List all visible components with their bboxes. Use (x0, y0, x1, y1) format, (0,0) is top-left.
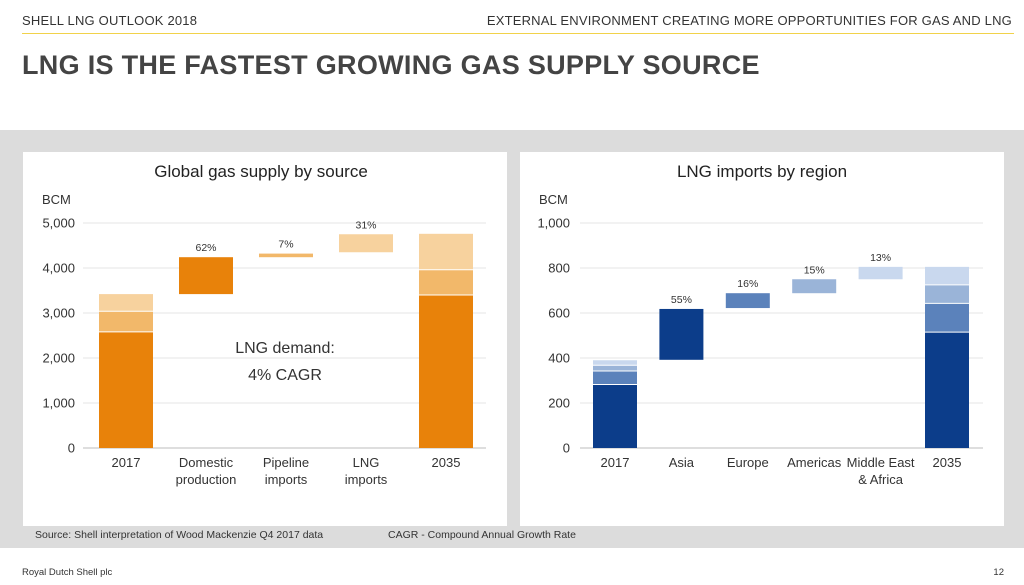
bar-segment-2017-1 (99, 311, 153, 332)
y-tick-label: 1,000 (42, 396, 75, 411)
bar-segment-2035-1 (925, 303, 969, 333)
data-label-lng-imports: 31% (355, 219, 376, 231)
section-name: EXTERNAL ENVIRONMENT CREATING MORE OPPOR… (486, 13, 1012, 28)
x-tick-label: 2017 (112, 455, 141, 470)
lng-imports-panel: LNG imports by region BCM 0 200 400 600 800 1,0… (520, 152, 1004, 526)
x-tick-label: Domestic (179, 455, 234, 470)
y-tick-label: 4,000 (42, 261, 75, 276)
bar-middle-east-africa (858, 266, 903, 280)
data-label-middle-east-africa: 13% (870, 252, 891, 264)
page-number: 12 (993, 567, 1004, 578)
bar-segment-2017-0 (99, 331, 153, 448)
y-tick-label: 400 (548, 351, 570, 366)
bar-segment-2017-2 (99, 294, 153, 312)
y-tick-label: 600 (548, 306, 570, 321)
x-tick-label: production (176, 472, 237, 487)
y-tick-label: 5,000 (42, 216, 75, 231)
y-tick-label: 1,000 (537, 216, 570, 231)
bar-pipeline-imports (259, 253, 313, 258)
x-tick-label: 2017 (601, 455, 630, 470)
page-title: LNG IS THE FASTEST GROWING GAS SUPPLY SO… (22, 50, 760, 80)
source-note: Source: Shell interpretation of Wood Mac… (35, 529, 324, 541)
x-tick-label: 2035 (432, 455, 461, 470)
x-tick-label: Middle East (847, 455, 915, 470)
y-tick-label: 0 (563, 441, 570, 456)
bar-segment-2035-0 (925, 332, 969, 448)
bar-lng-imports (339, 234, 393, 253)
chart-title: Global gas supply by source (154, 162, 368, 181)
x-tick-label: 2035 (933, 455, 962, 470)
x-tick-label: Americas (787, 455, 842, 470)
cagr-note: CAGR - Compound Annual Growth Rate (388, 529, 576, 541)
lng-imports-chart: LNG imports by region BCM 0 200 400 600 800 1,0… (537, 162, 983, 487)
bar-segment-2035-0 (419, 295, 473, 448)
unit-label: BCM (42, 192, 71, 207)
bar-americas (792, 279, 837, 294)
bar-segment-2017-3 (593, 360, 637, 366)
y-tick-label: 200 (548, 396, 570, 411)
bar-segment-2035-2 (925, 284, 969, 304)
y-tick-label: 0 (68, 441, 75, 456)
y-tick-label: 3,000 (42, 306, 75, 321)
company-name: Royal Dutch Shell plc (22, 567, 113, 578)
x-tick-label: Europe (727, 455, 769, 470)
x-tick-label: & Africa (858, 472, 904, 487)
data-label-pipeline-imports: 7% (278, 239, 293, 251)
bar-segment-2017-2 (593, 365, 637, 372)
x-tick-label: LNG (353, 455, 380, 470)
data-label-americas: 15% (804, 264, 825, 276)
bar-asia (659, 308, 704, 360)
y-tick-label: 2,000 (42, 351, 75, 366)
data-label-asia: 55% (671, 294, 692, 306)
unit-label: BCM (539, 192, 568, 207)
chart-title: LNG imports by region (677, 162, 847, 181)
chart-annotation: 4% CAGR (248, 367, 322, 384)
bar-segment-2035-3 (925, 266, 969, 285)
header-rule (22, 33, 1014, 34)
bar-segment-2017-1 (593, 371, 637, 385)
gas-supply-panel: Global gas supply by source BCM 0 1,000 2,00… (23, 152, 507, 526)
chart-annotation: LNG demand: (235, 340, 335, 357)
bar-segment-2035-1 (419, 269, 473, 295)
y-tick-label: 800 (548, 261, 570, 276)
gas-supply-chart: Global gas supply by source BCM 0 1,000 2,00… (42, 162, 486, 487)
bar-europe (725, 293, 770, 309)
x-tick-label: imports (265, 472, 308, 487)
bar-domestic-production (179, 257, 233, 295)
report-name: SHELL LNG OUTLOOK 2018 (22, 13, 198, 28)
bar-segment-2017-0 (593, 384, 637, 448)
x-tick-label: imports (345, 472, 388, 487)
bar-segment-2035-2 (419, 233, 473, 270)
data-label-europe: 16% (737, 278, 758, 290)
x-tick-label: Asia (669, 455, 695, 470)
data-label-domestic-production: 62% (195, 242, 216, 254)
x-tick-label: Pipeline (263, 455, 309, 470)
